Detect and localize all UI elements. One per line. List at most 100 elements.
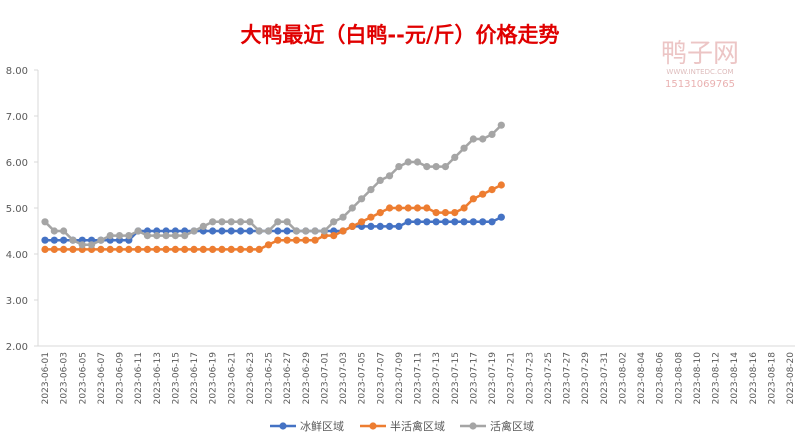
- data-point: [78, 241, 86, 249]
- data-point: [367, 186, 375, 194]
- x-tick-label: 2023-07-03: [339, 352, 349, 404]
- data-point: [190, 227, 198, 235]
- data-point: [460, 144, 468, 152]
- data-point: [292, 236, 301, 244]
- y-tick-label: 5.00: [6, 204, 28, 215]
- data-point: [153, 245, 161, 253]
- data-point: [451, 153, 459, 161]
- y-tick-label: 4.00: [6, 250, 28, 261]
- data-point: [134, 227, 142, 235]
- data-point: [227, 218, 235, 226]
- data-point: [60, 245, 68, 253]
- data-point: [479, 190, 487, 198]
- x-tick-label: 2023-07-01: [320, 352, 330, 404]
- watermark: WWW.INTEDC.COM: [666, 68, 733, 76]
- x-tick-label: 2023-07-27: [563, 352, 573, 404]
- x-tick-label: 2023-07-21: [507, 352, 517, 404]
- data-point: [376, 176, 384, 184]
- x-tick-label: 2023-08-12: [712, 352, 722, 404]
- x-tick-label: 2023-06-19: [209, 352, 219, 405]
- data-point: [125, 245, 133, 253]
- data-point: [274, 227, 282, 235]
- x-tick-label: 2023-07-29: [581, 352, 591, 405]
- data-point: [274, 236, 282, 244]
- data-point: [423, 218, 431, 226]
- watermark: 鸭子网: [661, 39, 739, 69]
- y-tick-label: 3.00: [6, 296, 28, 307]
- data-point: [497, 213, 505, 221]
- data-point: [97, 236, 105, 244]
- watermark: 15131069765: [665, 79, 735, 90]
- data-point: [162, 245, 170, 253]
- data-point: [209, 227, 217, 235]
- x-tick-label: 2023-07-25: [544, 352, 554, 404]
- data-point: [60, 236, 68, 244]
- x-tick-label: 2023-08-10: [693, 352, 703, 405]
- x-tick-label: 2023-06-11: [134, 352, 144, 404]
- legend-label: 半活禽区域: [390, 419, 445, 433]
- x-tick-label: 2023-07-11: [414, 352, 424, 404]
- data-point: [488, 218, 496, 226]
- data-point: [460, 218, 468, 226]
- data-point: [469, 218, 477, 226]
- data-point: [106, 232, 114, 240]
- data-point: [302, 227, 310, 235]
- y-tick-label: 8.00: [6, 66, 28, 77]
- data-point: [358, 218, 366, 226]
- x-tick-label: 2023-07-15: [451, 352, 461, 404]
- data-point: [404, 158, 412, 166]
- data-point: [87, 241, 96, 249]
- data-point: [423, 204, 431, 212]
- data-point: [171, 232, 179, 240]
- data-point: [292, 227, 301, 235]
- x-tick-label: 2023-07-05: [358, 352, 368, 404]
- legend-swatch: [469, 422, 477, 430]
- x-tick-label: 2023-08-06: [656, 352, 666, 405]
- data-point: [395, 163, 403, 171]
- y-tick-label: 6.00: [6, 158, 28, 169]
- data-point: [143, 245, 152, 253]
- data-point: [330, 232, 338, 240]
- x-tick-label: 2023-08-04: [637, 352, 647, 405]
- legend-label: 活禽区域: [490, 419, 534, 433]
- y-tick-label: 2.00: [6, 342, 28, 353]
- data-point: [190, 245, 198, 253]
- data-point: [311, 227, 319, 235]
- data-point: [209, 218, 217, 226]
- data-point: [69, 245, 77, 253]
- data-point: [497, 121, 505, 129]
- data-point: [236, 218, 245, 226]
- data-point: [227, 245, 235, 253]
- data-point: [236, 227, 245, 235]
- data-point: [385, 204, 394, 212]
- data-point: [404, 218, 412, 226]
- data-point: [218, 245, 226, 253]
- data-point: [339, 227, 347, 235]
- data-point: [50, 227, 58, 235]
- x-tick-label: 2023-06-25: [265, 352, 275, 404]
- data-point: [413, 204, 422, 212]
- data-point: [264, 241, 273, 249]
- data-point: [69, 236, 77, 244]
- data-point: [181, 245, 189, 253]
- data-point: [385, 172, 394, 180]
- x-tick-label: 2023-07-17: [469, 352, 479, 404]
- x-tick-label: 2023-06-05: [78, 352, 88, 404]
- data-point: [460, 204, 468, 212]
- data-point: [125, 232, 133, 240]
- x-tick-label: 2023-07-31: [600, 352, 610, 404]
- x-tick-label: 2023-06-21: [227, 352, 237, 404]
- data-point: [199, 245, 207, 253]
- x-tick-label: 2023-07-07: [376, 352, 386, 404]
- data-point: [236, 245, 245, 253]
- data-point: [41, 245, 49, 253]
- data-point: [199, 222, 207, 230]
- data-point: [413, 218, 422, 226]
- data-point: [432, 218, 440, 226]
- data-point: [320, 227, 328, 235]
- x-tick-label: 2023-08-18: [767, 352, 777, 405]
- data-point: [376, 222, 384, 230]
- x-tick-label: 2023-08-02: [618, 352, 628, 404]
- data-point: [367, 222, 375, 230]
